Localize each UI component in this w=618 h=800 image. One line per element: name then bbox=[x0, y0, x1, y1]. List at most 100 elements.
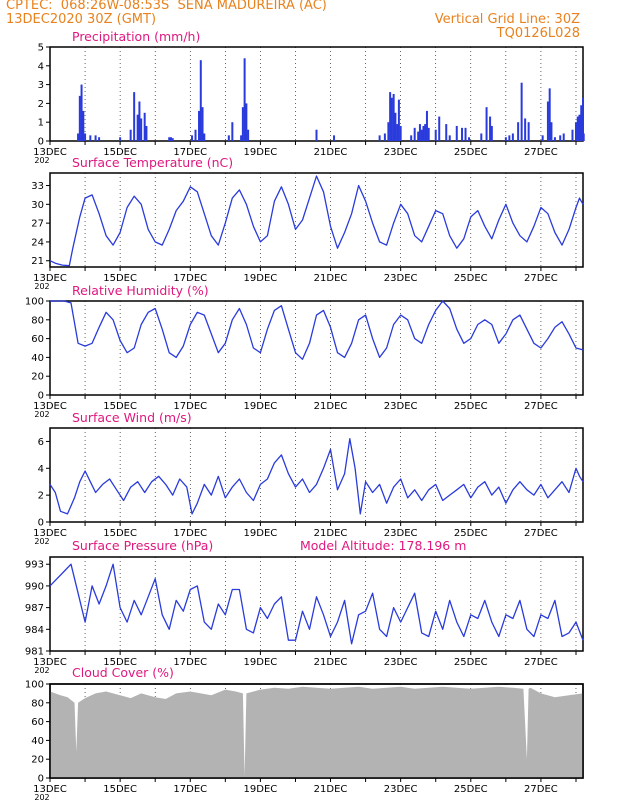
precip-bar bbox=[98, 137, 101, 141]
pressure-xlabel: 21DEC bbox=[314, 657, 348, 668]
precip-bar bbox=[422, 125, 425, 141]
precip-bar bbox=[489, 116, 492, 141]
precip-bar bbox=[445, 124, 448, 141]
precip-bar bbox=[389, 92, 392, 141]
pressure-series-line bbox=[49, 563, 584, 645]
precip-bar bbox=[129, 129, 132, 141]
temp-xlabel: 23DEC bbox=[384, 273, 418, 284]
pressure-xlabel: 13DEC bbox=[33, 657, 67, 668]
precip-bar bbox=[227, 135, 230, 141]
wind-title: Surface Wind (m/s) bbox=[72, 410, 192, 425]
header-model-code: TQ0126L028 bbox=[496, 26, 580, 41]
humidity-xlabel: 15DEC bbox=[103, 401, 137, 412]
precip-bar bbox=[574, 122, 577, 141]
precip-bar bbox=[578, 114, 581, 141]
precip-bar bbox=[420, 129, 423, 141]
humidity-xlabel: 25DEC bbox=[454, 401, 488, 412]
precip-bar bbox=[77, 133, 80, 141]
temp-frame bbox=[49, 172, 584, 268]
pressure-year-fragment: 202 bbox=[34, 666, 49, 675]
precip-bar bbox=[562, 133, 565, 141]
cloud-panel: 13DEC 15DEC 17DEC 19DEC 21DEC 23DEC 25DEC 27DEC… bbox=[25, 680, 584, 800]
precip-bar bbox=[546, 101, 549, 141]
precip-bar bbox=[480, 133, 483, 141]
cloud-title: Cloud Cover (%) bbox=[72, 665, 174, 680]
precip-bar bbox=[524, 118, 527, 141]
precip-bar bbox=[394, 112, 397, 141]
pressure-xlabel: 17DEC bbox=[173, 657, 207, 668]
humidity-year-fragment: 202 bbox=[34, 410, 49, 419]
precip-bar bbox=[504, 137, 507, 141]
humidity-xlabel: 13DEC bbox=[33, 401, 67, 412]
header-station: CPTEC: 068:26W-08:53S SENA MADUREIRA (AC… bbox=[6, 0, 327, 13]
cloud-xlabel: 15DEC bbox=[103, 784, 137, 795]
precip-bar bbox=[582, 133, 585, 141]
humidity-ylabel: 0 bbox=[38, 391, 44, 402]
pressure-xlabel: 23DEC bbox=[384, 657, 418, 668]
temp-ylabel: 33 bbox=[31, 181, 44, 192]
wind-xlabel: 25DEC bbox=[454, 528, 488, 539]
temp-year-fragment: 202 bbox=[34, 282, 49, 291]
cloud-xlabel: 21DEC bbox=[314, 784, 348, 795]
humidity-xlabel: 23DEC bbox=[384, 401, 418, 412]
precip-bar bbox=[140, 118, 143, 141]
temp-xlabel: 15DEC bbox=[103, 273, 137, 284]
precip-bar bbox=[315, 129, 318, 141]
cloud-xlabel: 17DEC bbox=[173, 784, 207, 795]
precip-bar bbox=[424, 124, 427, 141]
precip-bar bbox=[333, 135, 336, 141]
precip-bar bbox=[580, 105, 583, 141]
wind-xlabel: 23DEC bbox=[384, 528, 418, 539]
humidity-ylabel: 20 bbox=[31, 372, 44, 383]
precip-bar bbox=[387, 122, 390, 141]
precip-bar bbox=[245, 103, 248, 141]
precip-bar bbox=[485, 107, 488, 141]
precip-bar bbox=[145, 125, 148, 141]
temp-xlabel: 17DEC bbox=[173, 273, 207, 284]
wind-xlabel: 17DEC bbox=[173, 528, 207, 539]
humidity-series-line bbox=[50, 300, 584, 360]
precip-bar bbox=[169, 137, 172, 141]
wind-frame bbox=[49, 427, 584, 523]
humidity-title: Relative Humidity (%) bbox=[72, 283, 209, 298]
humidity-frame bbox=[49, 300, 584, 396]
header-date: 13DEC2020 30Z (GMT) bbox=[6, 12, 157, 27]
humidity-ylabel: 80 bbox=[31, 315, 44, 326]
precip-bar bbox=[490, 125, 493, 141]
precip-bar bbox=[191, 135, 194, 141]
precip-bar bbox=[455, 125, 458, 141]
precip-bar bbox=[194, 129, 197, 141]
wind-series-line bbox=[49, 438, 584, 515]
humidity-ylabel: 60 bbox=[31, 334, 44, 345]
precip-bar bbox=[390, 97, 393, 141]
wind-xlabel: 13DEC bbox=[33, 528, 67, 539]
cloud-ylabel: 40 bbox=[31, 736, 44, 747]
pressure-ylabel: 981 bbox=[25, 647, 44, 658]
precip-bar bbox=[82, 110, 85, 141]
cloud-ylabel: 60 bbox=[31, 717, 44, 728]
pressure-panel: 13DEC 15DEC 17DEC 19DEC 21DEC 23DEC 25DEC 27DEC… bbox=[25, 556, 584, 675]
humidity-xlabel: 21DEC bbox=[314, 401, 348, 412]
pressure-ylabel: 984 bbox=[25, 625, 44, 636]
wind-ylabel: 2 bbox=[38, 491, 44, 502]
precip-bar bbox=[143, 112, 146, 141]
precip-bar bbox=[241, 107, 244, 141]
precip-bar bbox=[392, 94, 395, 141]
cloud-xlabel: 25DEC bbox=[454, 784, 488, 795]
precip-bar bbox=[553, 137, 556, 141]
precip-frame bbox=[49, 46, 584, 142]
precip-bar bbox=[418, 124, 421, 141]
precip-bar bbox=[378, 135, 381, 141]
temp-xlabel: 13DEC bbox=[33, 273, 67, 284]
precip-bar bbox=[399, 125, 402, 141]
temp-xlabel: 19DEC bbox=[244, 273, 278, 284]
cloud-xlabel: 23DEC bbox=[384, 784, 418, 795]
pressure-xlabel: 15DEC bbox=[103, 657, 137, 668]
precip-xlabel: 21DEC bbox=[314, 147, 348, 158]
precip-bar bbox=[508, 135, 511, 141]
precip-bar bbox=[138, 101, 141, 141]
precip-bar bbox=[247, 129, 250, 141]
precip-xlabel: 13DEC bbox=[33, 147, 67, 158]
precip-bar bbox=[133, 92, 136, 141]
temp-xlabel: 25DEC bbox=[454, 273, 488, 284]
